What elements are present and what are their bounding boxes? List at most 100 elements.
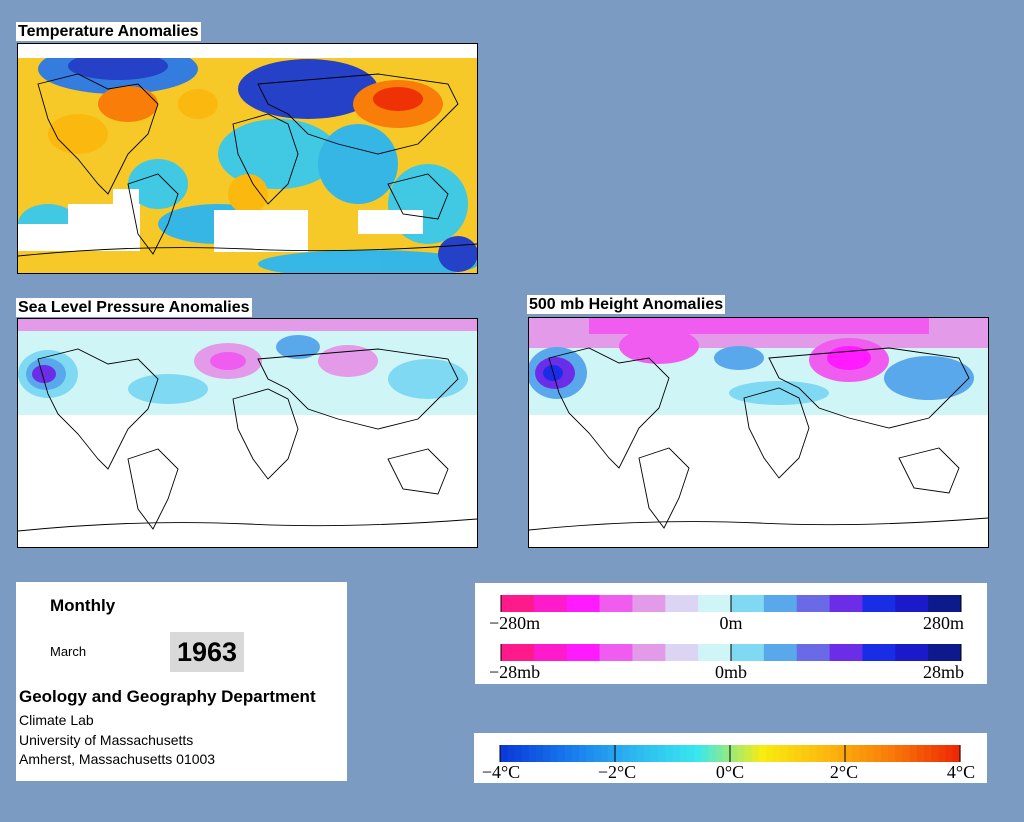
university-name: University of Massachusetts	[19, 732, 194, 748]
temperature-scale-swatch	[528, 745, 537, 762]
temperature-scale-swatch	[916, 745, 925, 762]
year-display: 1963	[170, 632, 244, 672]
temperature-scale-swatch	[730, 745, 738, 762]
period-label: Monthly	[50, 596, 116, 615]
temperature-scale-swatch	[744, 745, 753, 762]
temperature-scale-swatch	[765, 745, 774, 762]
month-label: March	[50, 644, 87, 659]
temperature-scale-swatch	[650, 745, 659, 762]
temperature-scale-swatch	[845, 745, 853, 762]
temperature-scale-swatch	[837, 745, 846, 762]
slp-scale-swatch	[796, 644, 831, 661]
slp-scale-swatch	[533, 644, 568, 661]
temperature-scale-swatch	[694, 745, 702, 762]
temperature-scale-swatch	[672, 745, 681, 762]
temperature-scale-swatch	[895, 745, 904, 762]
temperature-scale-swatch	[830, 745, 839, 762]
temperature-legend-panel: −4°C −2°C 0°C 2°C 4°C	[474, 733, 987, 783]
temperature-scale-swatch	[924, 745, 932, 762]
height-scale-swatch	[698, 595, 732, 612]
slp-scale-swatch	[763, 644, 798, 661]
temperature-scale-swatch	[909, 745, 918, 762]
temperature-scale-swatch	[758, 745, 767, 762]
lab-name: Climate Lab	[19, 712, 94, 728]
temperature-scale-swatch	[722, 745, 731, 762]
height-scale-swatch	[895, 595, 929, 612]
temperature-scale-swatch	[679, 745, 688, 762]
temperature-scale-swatch	[643, 745, 652, 762]
height-anomaly-map	[528, 317, 989, 548]
temp-legend-minus2: −2°C	[598, 762, 636, 782]
temperature-scale-swatch	[787, 745, 796, 762]
temp-legend-minus4: −4°C	[482, 762, 520, 782]
slp-scale-swatch	[829, 644, 863, 661]
anomaly-legend-panel: −280m 0m 280m −28mb 0mb 28mb	[475, 583, 987, 684]
temperature-scale-swatch	[600, 745, 609, 762]
height-scale-swatch	[566, 595, 601, 612]
info-panel: Monthly March 1963 Geology and Geography…	[16, 582, 347, 781]
temperature-scale-swatch	[557, 745, 566, 762]
temperature-scale-swatch	[507, 745, 515, 762]
temperature-scale-swatch	[938, 745, 947, 762]
temperature-scale-swatch	[866, 745, 875, 762]
temperature-scale-swatch	[579, 745, 587, 762]
slp-scale-swatch	[501, 644, 535, 661]
slp-scale-swatch	[731, 644, 765, 661]
temperature-scale-swatch	[794, 745, 803, 762]
temperature-scale-swatch	[514, 745, 523, 762]
slp-map-title: Sea Level Pressure Anomalies	[16, 298, 252, 317]
slp-scale-swatch	[928, 644, 962, 661]
temperature-scale-swatch	[500, 745, 508, 762]
height-scale-swatch	[665, 595, 699, 612]
temperature-scale-swatch	[823, 745, 832, 762]
height-legend-zero: 0m	[719, 613, 742, 633]
department-name: Geology and Geography Department	[19, 687, 316, 706]
temperature-scale-swatch	[593, 745, 602, 762]
height-scale-swatch	[501, 595, 535, 612]
temperature-scale-swatch	[543, 745, 551, 762]
slp-anomaly-map	[17, 318, 478, 548]
temperature-scale-swatch	[931, 745, 940, 762]
temperature-scale-swatch	[809, 745, 817, 762]
temp-legend-zero: 0°C	[716, 762, 744, 782]
slp-scale-swatch	[665, 644, 699, 661]
height-legend-max: 280m	[923, 613, 964, 633]
temperature-scale-swatch	[751, 745, 760, 762]
temperature-scale-swatch	[564, 745, 573, 762]
temperature-scale-swatch	[715, 745, 724, 762]
address-line: Amherst, Massachusetts 01003	[19, 751, 216, 767]
temperature-scale-swatch	[535, 745, 544, 762]
height-scale-swatch	[763, 595, 798, 612]
height-scale-swatch	[796, 595, 831, 612]
temperature-scale-swatch	[880, 745, 889, 762]
temperature-map-title: Temperature Anomalies	[16, 22, 201, 41]
slp-legend-max: 28mb	[923, 662, 964, 682]
temperature-scale-swatch	[550, 745, 559, 762]
temp-legend-plus4: 4°C	[947, 762, 975, 782]
temperature-scale-swatch	[686, 745, 695, 762]
temperature-scale-swatch	[780, 745, 789, 762]
height-scale-swatch	[862, 595, 896, 612]
height-scale-swatch	[928, 595, 962, 612]
slp-scale-swatch	[632, 644, 666, 661]
temp-legend-plus2: 2°C	[830, 762, 858, 782]
temperature-scale-swatch	[586, 745, 595, 762]
height-map-title: 500 mb Height Anomalies	[527, 295, 726, 314]
height-scale-swatch	[632, 595, 666, 612]
height-color-scale	[500, 595, 962, 612]
slp-scale-swatch	[862, 644, 896, 661]
temperature-anomaly-map	[17, 43, 478, 274]
slp-scale-swatch	[895, 644, 929, 661]
temperature-scale-swatch	[521, 745, 530, 762]
height-scale-swatch	[829, 595, 863, 612]
slp-scale-swatch	[698, 644, 732, 661]
temperature-scale-swatch	[801, 745, 810, 762]
slp-scale-swatch	[599, 644, 633, 661]
slp-color-scale	[500, 644, 962, 661]
slp-scale-swatch	[566, 644, 601, 661]
temperature-scale-swatch	[859, 745, 868, 762]
temperature-scale-swatch	[571, 745, 580, 762]
height-scale-swatch	[533, 595, 568, 612]
temperature-scale-swatch	[945, 745, 954, 762]
temperature-scale-swatch	[902, 745, 911, 762]
